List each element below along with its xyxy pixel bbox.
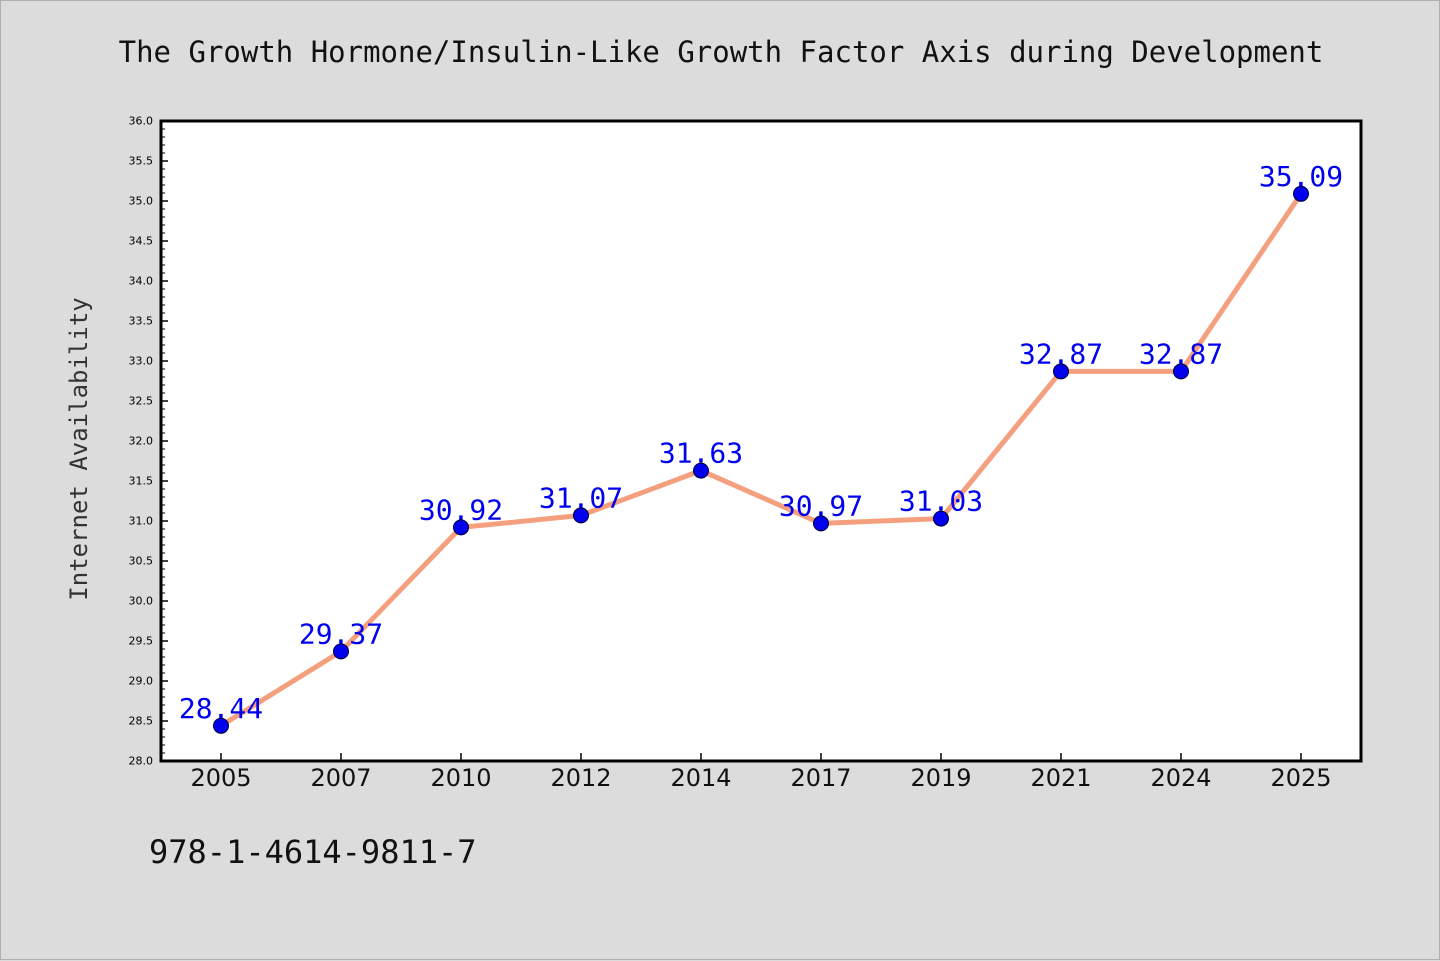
y-tick-label: 34.0 [129, 275, 154, 288]
data-markers [213, 185, 1309, 734]
x-tick-label: 2019 [910, 764, 971, 792]
data-label: 28.44 [179, 692, 263, 725]
y-axis-ticks: 28.0 28.5 29.0 29.5 30.0 30.5 31.0 31.5 32.0 32.5… [129, 115, 168, 768]
data-label: 32.87 [1139, 337, 1223, 370]
x-tick-label: 2024 [1150, 764, 1211, 792]
data-label: 30.92 [419, 493, 503, 526]
y-tick-label: 30.5 [129, 555, 154, 568]
data-label: 31.07 [539, 481, 623, 514]
x-tick-label: 2010 [430, 764, 491, 792]
y-tick-label: 29.5 [129, 635, 154, 648]
y-tick-label: 30.0 [129, 595, 154, 608]
x-tick-label: 2014 [670, 764, 731, 792]
data-point [1173, 363, 1189, 380]
x-axis-ticks: 2005 2007 2010 2012 2014 2017 2019 2021 2024 2025 [190, 753, 1332, 792]
data-point [1293, 185, 1309, 202]
x-tick-label: 2017 [790, 764, 851, 792]
y-tick-label: 28.5 [129, 715, 154, 728]
data-point [213, 717, 229, 734]
y-tick-label: 32.5 [129, 395, 154, 408]
plot-area [161, 121, 1361, 761]
data-labels: 28.44 29.37 30.92 31.07 31.63 30.97 31.03 32.87… [179, 160, 1343, 725]
plot-frame [159, 119, 1363, 763]
y-tick-label: 34.5 [129, 235, 154, 248]
y-tick-label: 28.0 [129, 755, 154, 768]
footer-code: 978-1-4614-9811-7 [149, 833, 477, 871]
y-tick-label: 35.0 [129, 195, 154, 208]
y-axis-label: Internet Availability [65, 297, 93, 600]
x-tick-label: 2025 [1270, 764, 1331, 792]
data-point [813, 515, 829, 532]
data-point [573, 507, 589, 524]
data-label: 30.97 [779, 489, 863, 522]
y-tick-label: 33.0 [129, 355, 154, 368]
data-point [1053, 363, 1069, 380]
y-tick-label: 32.0 [129, 435, 154, 448]
series-line [218, 191, 1304, 729]
data-label: 31.63 [659, 437, 743, 470]
data-label: 35.09 [1259, 160, 1343, 193]
y-tick-label: 36.0 [129, 115, 154, 128]
chart-title: The Growth Hormone/Insulin-Like Growth F… [118, 35, 1324, 69]
data-label: 31.03 [899, 485, 983, 518]
x-tick-label: 2021 [1030, 764, 1091, 792]
data-point [333, 643, 349, 660]
data-point [453, 519, 469, 536]
x-tick-label: 2007 [310, 764, 371, 792]
data-point [693, 462, 709, 479]
y-tick-label: 29.0 [129, 675, 154, 688]
x-tick-label: 2005 [190, 764, 251, 792]
data-label: 32.87 [1019, 337, 1103, 370]
y-tick-label: 31.5 [129, 475, 154, 488]
y-tick-label: 31.0 [129, 515, 154, 528]
data-point [933, 510, 949, 527]
y-tick-label: 33.5 [129, 315, 154, 328]
data-label: 29.37 [299, 617, 383, 650]
x-tick-label: 2012 [550, 764, 611, 792]
y-tick-label: 35.5 [129, 155, 154, 168]
